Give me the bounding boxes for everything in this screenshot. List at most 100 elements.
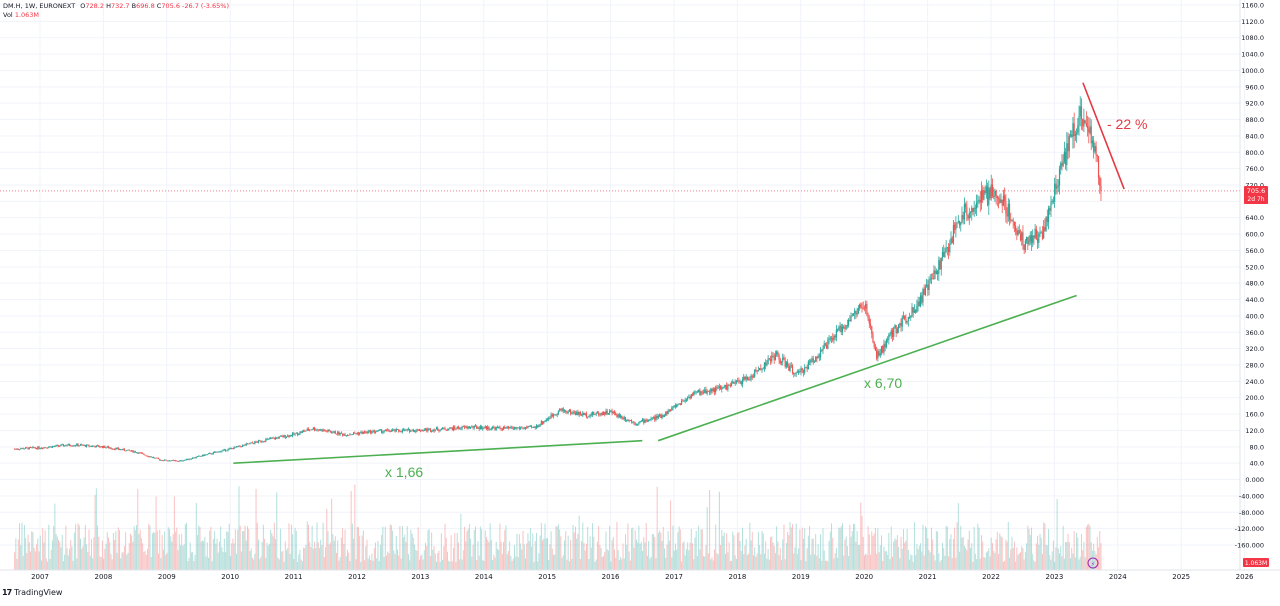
green-trend-line[interactable] (233, 439, 643, 464)
volume-bar (31, 531, 33, 570)
candle-body (235, 446, 238, 448)
volume-bar (255, 488, 257, 570)
volume-bar (666, 544, 668, 570)
volume-bar (1048, 529, 1050, 570)
volume-bar (881, 535, 883, 570)
volume-bar (51, 540, 53, 570)
candle-body (1050, 202, 1052, 211)
volume-bar (201, 540, 203, 570)
volume-bar (695, 530, 697, 570)
volume-bar (788, 534, 790, 570)
candle-body (482, 427, 484, 430)
volume-bar (943, 548, 945, 570)
volume-bar (287, 548, 289, 570)
candle-body (1052, 200, 1055, 202)
volume-bar (264, 538, 266, 570)
volume-bar (829, 531, 831, 570)
candle-body (840, 325, 842, 332)
volume-bar (323, 557, 325, 570)
candle-body (700, 391, 702, 395)
candle-body (478, 427, 480, 430)
candle-body (810, 360, 812, 363)
volume-bar (166, 552, 168, 570)
x-tick-label: 2014 (475, 573, 493, 581)
y-tick-label: 1040.0 (1241, 51, 1264, 59)
volume-bar (281, 551, 283, 570)
candle-body (384, 429, 386, 432)
volume-bar (732, 531, 734, 570)
volume-bar (849, 524, 851, 570)
volume-bar (865, 553, 867, 570)
volume-bar (794, 547, 796, 570)
volume-bar (723, 532, 725, 570)
candle-body (693, 391, 695, 396)
candle-body (1017, 230, 1019, 235)
candle-body (1075, 132, 1078, 135)
volume-bar (395, 536, 397, 570)
volume-bar (739, 540, 741, 570)
volume-bar (198, 525, 200, 570)
candle-body (1072, 123, 1074, 137)
candle-body (1055, 183, 1057, 189)
volume-bar (173, 496, 175, 570)
candle-body (936, 271, 939, 274)
candle-body (417, 429, 419, 431)
volume-bar (763, 553, 765, 570)
volume-bar (1012, 548, 1014, 570)
volume-bar (729, 560, 731, 570)
candle-body (912, 307, 914, 313)
volume-bar (44, 530, 46, 570)
volume-bar (416, 550, 418, 570)
volume-bar (653, 534, 655, 570)
candle-body (304, 430, 306, 432)
volume-bar (406, 526, 408, 570)
candle-body (441, 427, 444, 429)
volume-bar (359, 535, 361, 570)
volume-bar (598, 526, 600, 570)
candle-body (474, 425, 477, 427)
volume-bar (188, 558, 190, 570)
candle-body (846, 325, 848, 326)
x-tick-label: 2013 (411, 573, 429, 581)
volume-bar (388, 553, 390, 570)
candle-body (726, 385, 728, 390)
candle-body (260, 440, 262, 442)
candle-body (323, 429, 325, 431)
volume-bar (989, 556, 991, 570)
candle-body (1044, 226, 1046, 231)
candle-body (522, 427, 524, 429)
volume-bar (137, 488, 139, 570)
candle-body (1066, 143, 1068, 165)
symbol-header[interactable]: DM.H, 1W, EURONEXT O728.2 H732.7 B696.8 … (3, 2, 229, 10)
candle-body (610, 410, 612, 412)
y-tick-label: -160.000 (1235, 542, 1264, 550)
event-icon[interactable] (1087, 557, 1099, 569)
candle-body (767, 358, 769, 364)
green-trend-line[interactable] (657, 294, 1077, 442)
candle-body (249, 443, 251, 445)
volume-bar (859, 544, 861, 570)
candle-body (378, 429, 380, 431)
candle-body (550, 414, 552, 419)
volume-bar (318, 548, 320, 570)
tradingview-logo[interactable]: 𝟭𝟳 TradingView (2, 588, 62, 597)
candle-body (312, 427, 314, 430)
volume-header[interactable]: Vol 1.063M (3, 11, 39, 19)
volume-bar (704, 556, 706, 570)
volume-bar (282, 550, 284, 570)
event-icon-glyph: ⚡ (1091, 561, 1095, 568)
volume-bar (991, 543, 993, 570)
volume-bar (25, 537, 27, 570)
candle-body (418, 429, 421, 431)
candle-body (744, 376, 746, 380)
candle-body (205, 454, 207, 456)
candle-body (866, 303, 868, 315)
candle-body (292, 433, 294, 436)
volume-bar (923, 555, 925, 570)
candle-body (20, 448, 22, 450)
candle-body (817, 355, 819, 359)
red-trend-line[interactable] (1082, 82, 1125, 190)
candle-body (99, 446, 101, 448)
